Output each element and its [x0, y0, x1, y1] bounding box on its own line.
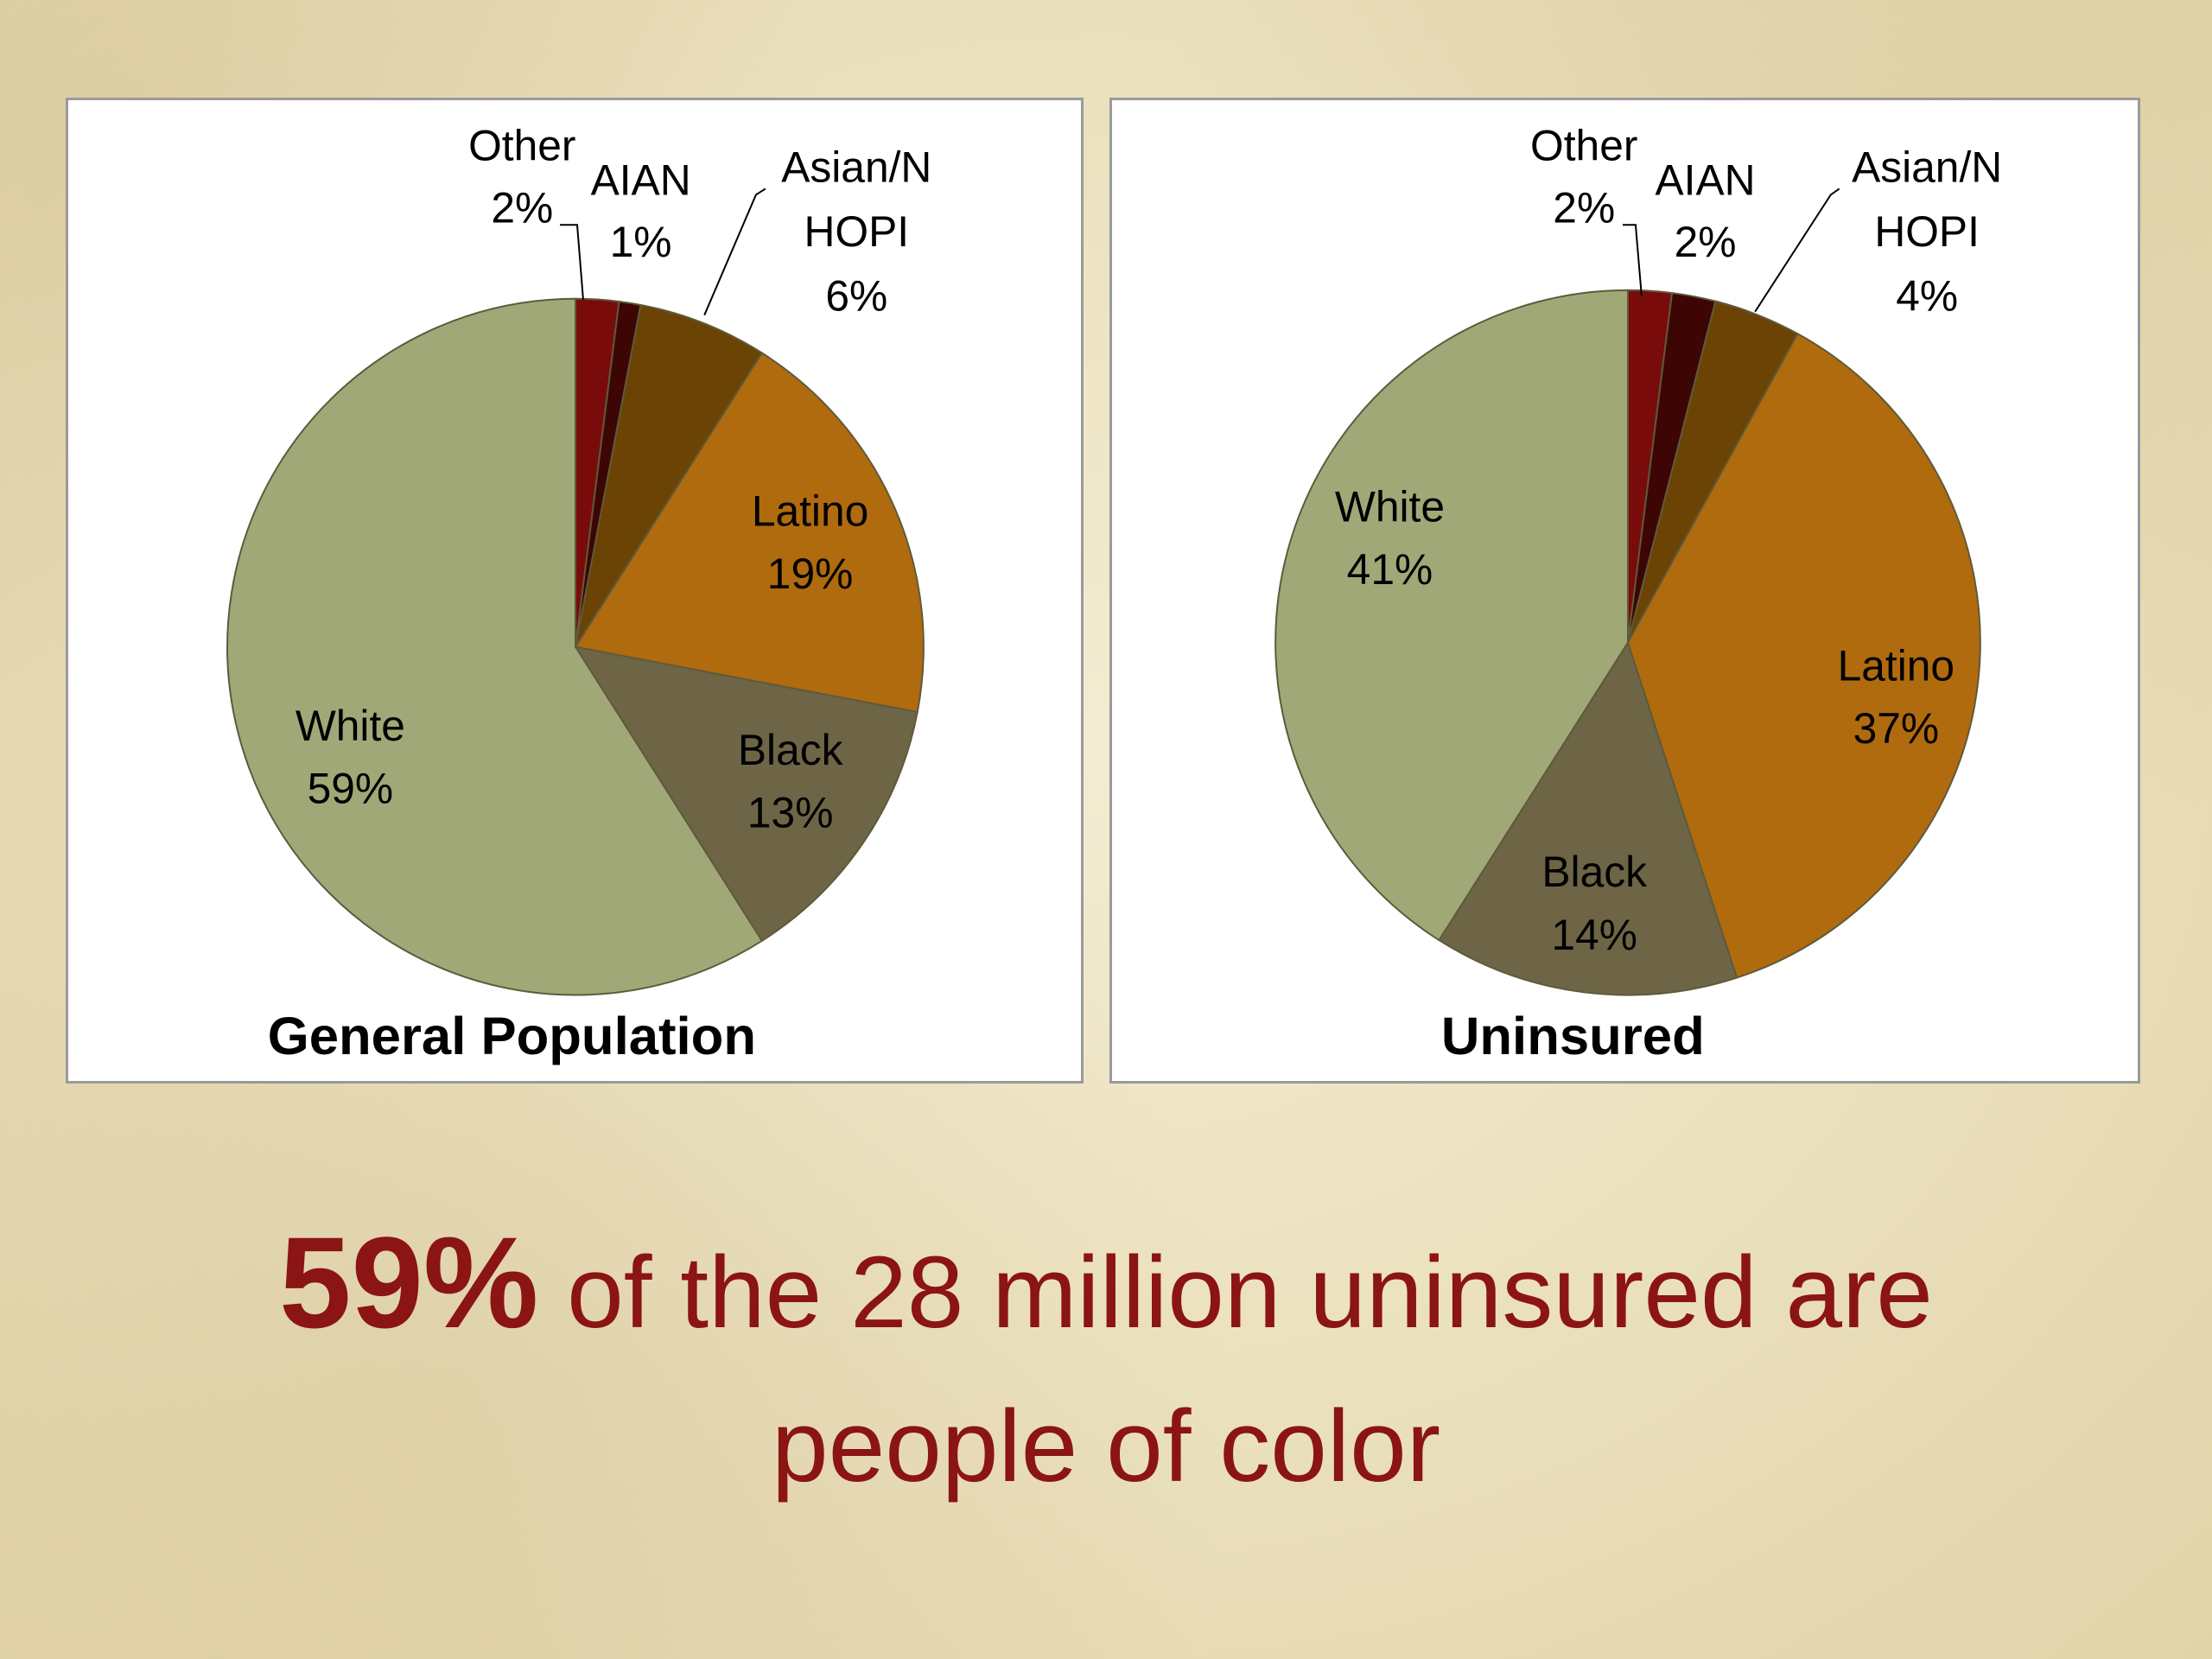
- pie-slice-asian-n-hopi: [575, 303, 764, 648]
- uninsured-chart: Other 2% AIAN 2% Asian/N HOPI 4% Latino 37% Black…: [1109, 98, 2140, 1084]
- pie-slice-white: [226, 297, 764, 996]
- chart-title: General Population: [268, 1007, 756, 1066]
- data-label-other: Other 2%: [468, 122, 575, 232]
- leader-line-other: [560, 224, 584, 300]
- data-label-white: White 41%: [1335, 482, 1445, 594]
- headline-line-1-rest: of the 28 million uninsured are: [538, 1236, 1933, 1350]
- pie-slice-black: [573, 645, 918, 943]
- headline: 59% of the 28 million uninsured are peop…: [0, 1205, 2212, 1523]
- pie-slice-white: [1274, 289, 1629, 942]
- data-label-latino: Latino 37%: [1838, 641, 1955, 753]
- data-label-asian-n-hopi: Asian/N HOPI 6%: [781, 143, 931, 321]
- data-label-black: Black 14%: [1541, 848, 1647, 959]
- general-population-pie-svg: Other 2%AIAN 1% Asian/N HOPI 6% Latino 19% Black…: [226, 122, 931, 1066]
- data-label-white: White 59%: [296, 702, 405, 813]
- data-label-aian: AIAN 2%: [1655, 156, 1755, 266]
- chart-title: Uninsured: [1441, 1007, 1705, 1066]
- data-label-aian: AIAN 1%: [591, 156, 691, 266]
- data-label-latino: Latino 19%: [752, 486, 868, 598]
- leader-line-other: [1623, 224, 1643, 296]
- pie-slice-black: [1438, 640, 1738, 996]
- data-label-other: Other 2%: [1530, 122, 1637, 232]
- data-label-asian-n-hopi: Asian/N HOPI 4%: [1852, 143, 2002, 321]
- leader-line-asian-n-hopi: [703, 188, 766, 316]
- uninsured-pie-svg: Other 2%AIAN 2% Asian/N HOPI 4% Latino 37% Black…: [1274, 122, 2002, 1066]
- leader-line-asian-n-hopi: [1754, 188, 1840, 313]
- data-label-black: Black 13%: [738, 726, 843, 837]
- general-population-chart: Other 2% AIAN 1% Asian/N HOPI 6% Latino 19% Black…: [66, 98, 1084, 1084]
- headline-line-1: 59% of the 28 million uninsured are: [0, 1205, 2212, 1370]
- headline-line-2: people of color: [771, 1389, 1441, 1503]
- headline-emphasis: 59%: [279, 1210, 539, 1355]
- pie-slice-latino: [574, 352, 925, 714]
- pie-slice-latino: [1626, 332, 1981, 979]
